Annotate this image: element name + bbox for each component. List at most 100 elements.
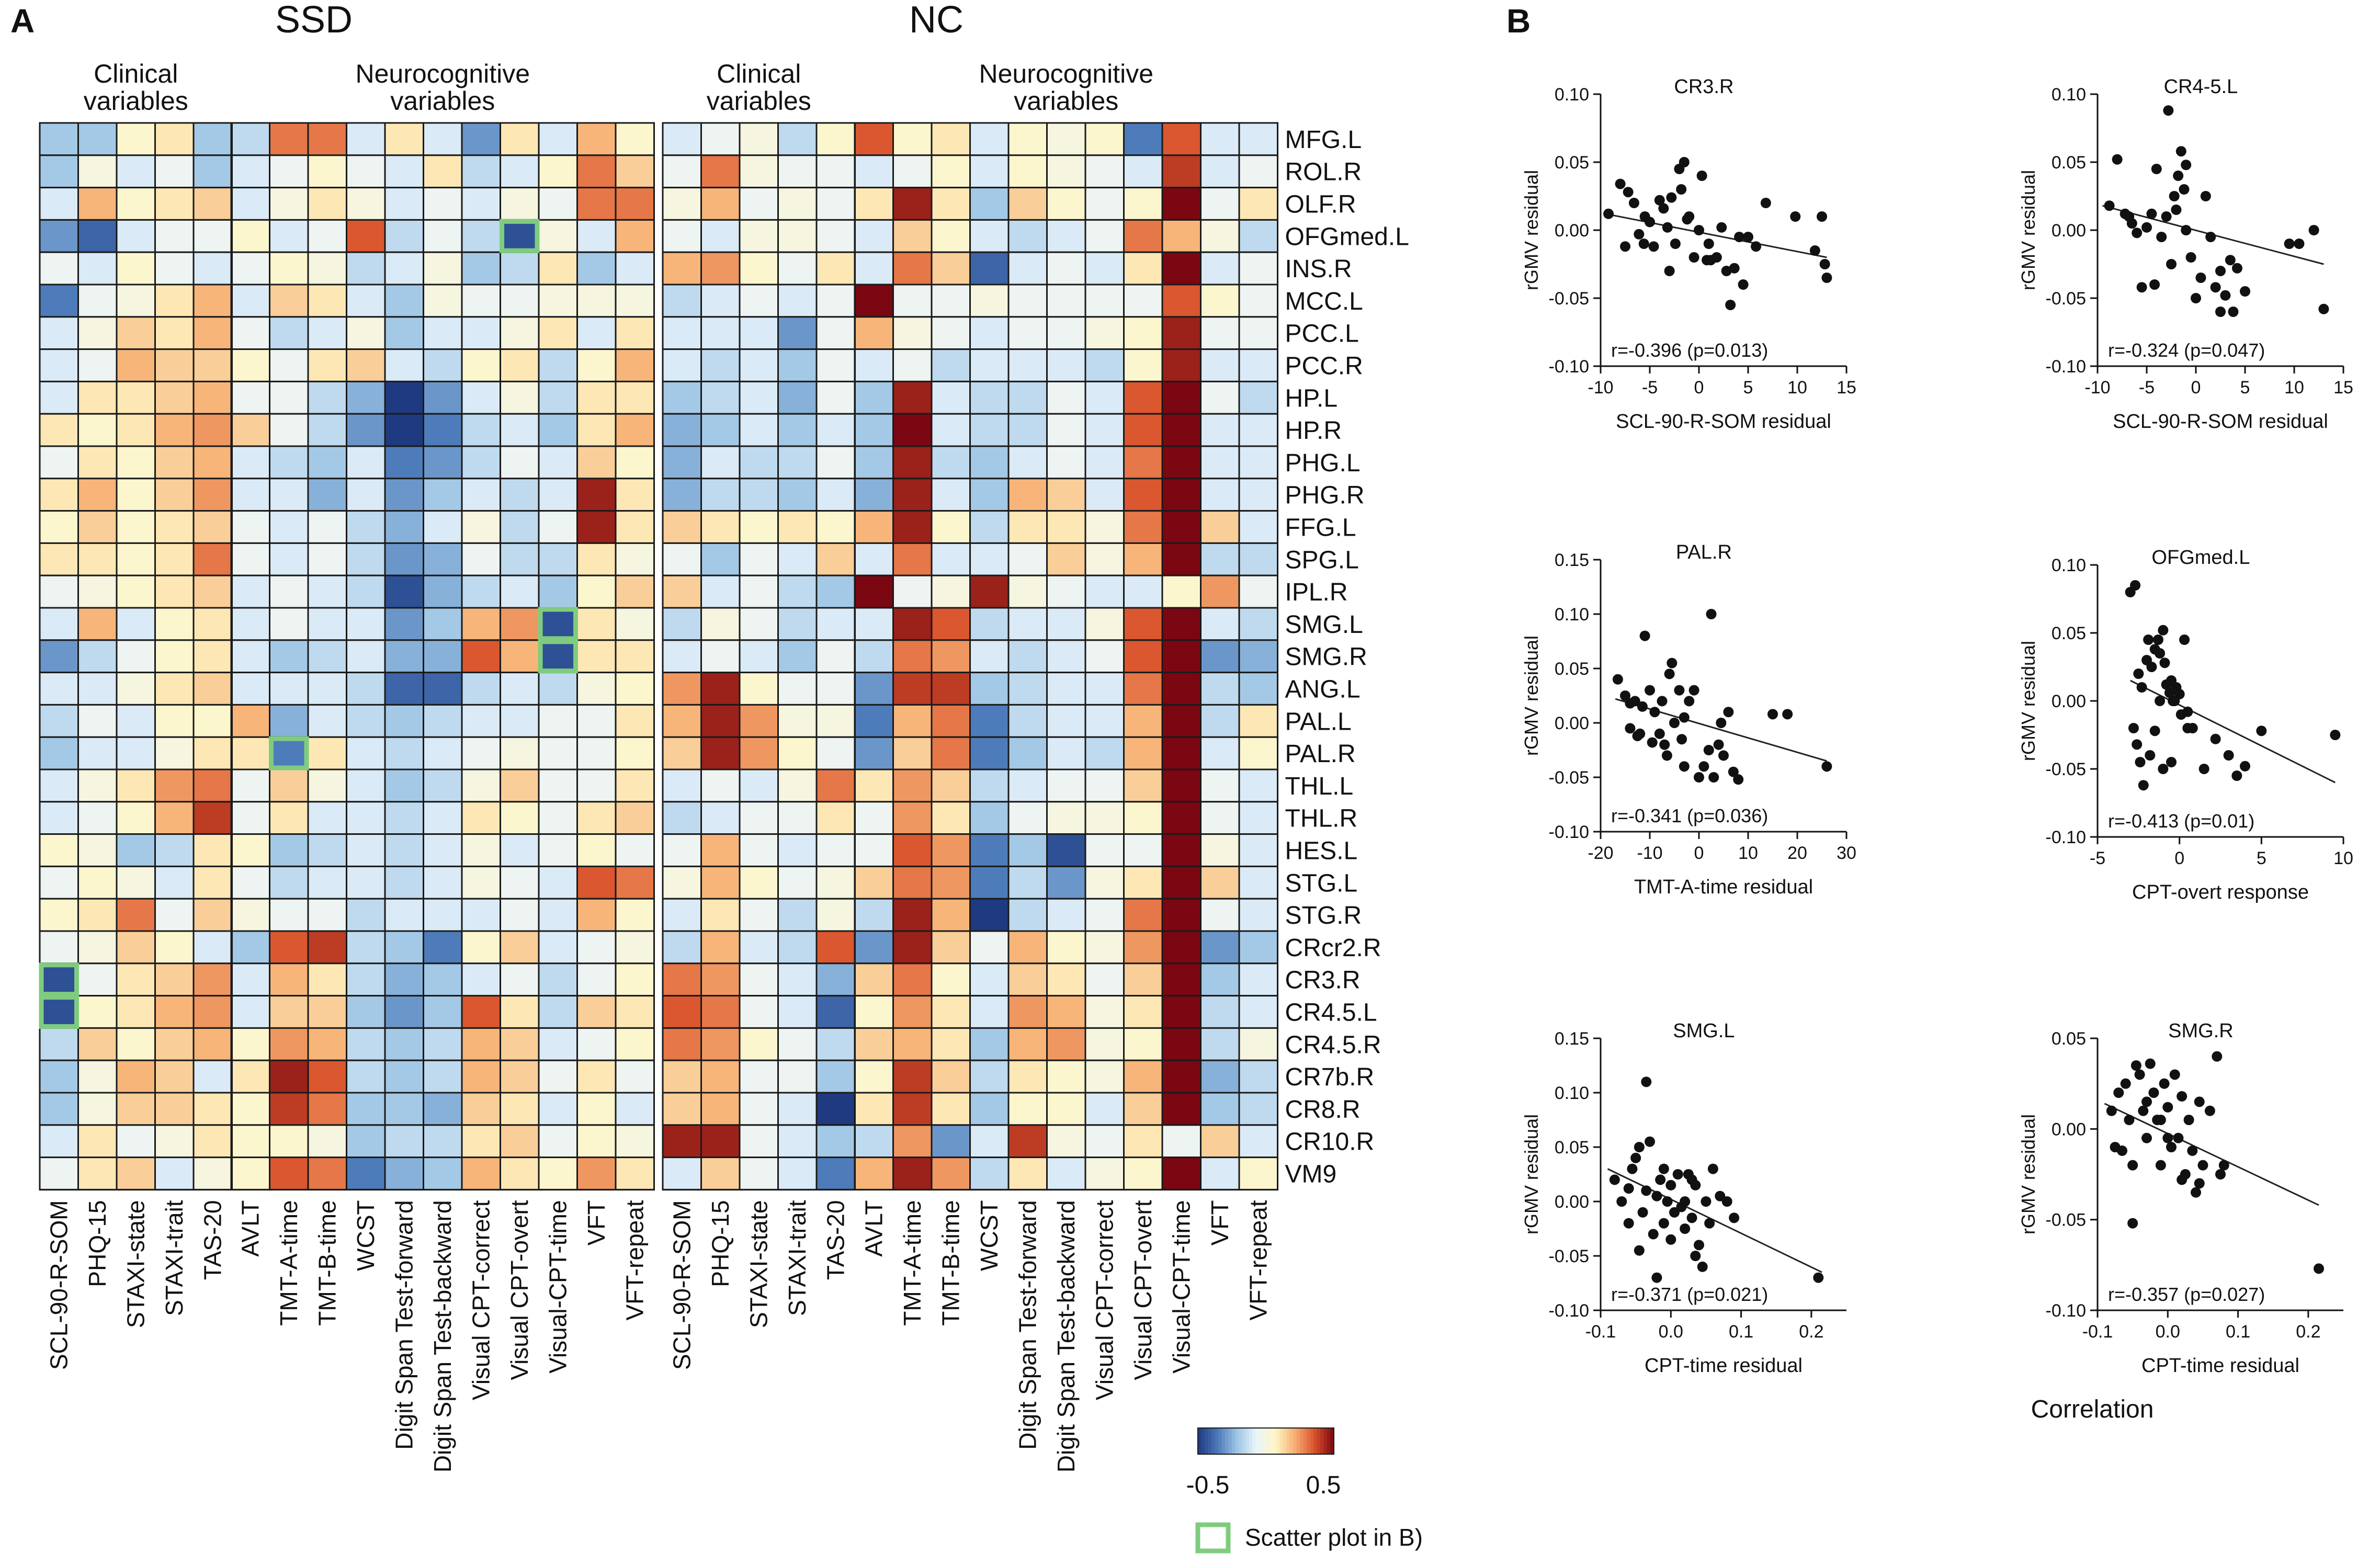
heatmap-cell (615, 962, 655, 997)
heatmap-cell (777, 962, 818, 997)
heatmap-cell (538, 865, 578, 900)
x-tick-label: 0.0 (1659, 1322, 1683, 1342)
heatmap-cell (576, 865, 617, 900)
row-label: SPG.L (1285, 546, 1359, 574)
heatmap-cell (969, 736, 1010, 770)
scatter-point (2127, 1218, 2138, 1229)
heatmap-cell (461, 348, 501, 382)
heatmap-cell (423, 478, 463, 512)
heatmap-cell (1161, 445, 1202, 480)
legend-gradient-step (1262, 1428, 1266, 1454)
heatmap-cell (1046, 833, 1086, 867)
scatter-point (1809, 245, 1820, 256)
heatmap-cell (39, 1027, 79, 1061)
heatmap-nc: Clinical variables Neurocognitive variables… (662, 59, 1278, 1472)
scatter-title: PAL.R (1676, 541, 1732, 563)
heatmap-cell (39, 316, 79, 350)
heatmap-cell (1200, 542, 1240, 576)
heatmap-cell (777, 478, 818, 512)
heatmap-cell (230, 1027, 270, 1061)
heatmap-cell (1084, 510, 1125, 544)
heatmap-cell (230, 639, 270, 674)
heatmap-cell (346, 187, 386, 221)
heatmap-cell (615, 833, 655, 867)
heatmap-cell (39, 1092, 79, 1126)
heatmap-cell (1007, 607, 1048, 641)
heatmap-cell (1238, 187, 1278, 221)
heatmap-cell (346, 736, 386, 770)
heatmap-cell (892, 768, 933, 803)
heatmap-cell (1084, 865, 1125, 900)
column-label: SCL-90-R-SOM (46, 1200, 73, 1370)
scatter-point (1658, 1163, 1669, 1174)
heatmap-cell (384, 639, 424, 674)
heatmap-cell (230, 930, 270, 965)
heatmap-cell (192, 768, 233, 803)
heatmap-cell (815, 187, 856, 221)
heatmap-cell (154, 865, 195, 900)
scatter-point (2124, 1115, 2135, 1125)
scatter-point (1662, 222, 1673, 233)
heatmap-cell (1238, 445, 1278, 480)
heatmap-cell (854, 801, 894, 835)
heatmap-cell (854, 284, 894, 318)
heatmap-cell (969, 1027, 1010, 1061)
heatmap-cell (461, 1092, 501, 1126)
heatmap-cell (700, 639, 741, 674)
heatmap-cell (346, 1124, 386, 1159)
heatmap-cell (1123, 736, 1163, 770)
heatmap-cell (39, 122, 79, 156)
heatmap-cell (969, 833, 1010, 867)
heatmap-cell (815, 865, 856, 900)
heatmap-cell (538, 478, 578, 512)
heatmap-cell (815, 251, 856, 286)
column-label: VFT-repeat (621, 1200, 649, 1320)
heatmap-cell (931, 380, 971, 415)
scatter-point (2132, 739, 2143, 750)
heatmap-cell (154, 1157, 195, 1191)
scatter-point (1664, 668, 1675, 679)
heatmap-cell (423, 574, 463, 609)
heatmap-cell (854, 219, 894, 253)
heatmap-cell (777, 1124, 818, 1159)
heatmap-cell (700, 542, 741, 576)
scatter-point (1676, 184, 1687, 195)
heatmap-cell (969, 930, 1010, 965)
x-tick-label: 5 (2240, 378, 2250, 398)
heatmap-cell (1084, 251, 1125, 286)
heatmap-cell (538, 316, 578, 350)
scatter-plot-4: 0.10 0.05 0.00 -0.05 -0.10-5 0 5 10 OFGmed.L CPT-… (2018, 547, 2353, 903)
y-tick-label: 0.10 (1555, 605, 1589, 625)
heatmap-cell (1161, 1027, 1202, 1061)
heatmap-cell (77, 478, 118, 512)
heatmap-cell (77, 898, 118, 932)
heatmap-cell (423, 316, 463, 350)
heatmap-cell (461, 1059, 501, 1094)
heatmap-cell (1123, 380, 1163, 415)
y-tick-label: 0.00 (2052, 221, 2086, 241)
row-label: CR4.5.L (1285, 999, 1377, 1027)
legend-gradient-step (1317, 1428, 1321, 1454)
heatmap-cell (307, 187, 347, 221)
heatmap-cell (500, 607, 540, 641)
heatmap-cell (461, 251, 501, 286)
heatmap-cell (615, 187, 655, 221)
heatmap-cell (1161, 348, 1202, 382)
x-axis-label: SCL-90-R-SOM residual (2113, 411, 2328, 433)
heatmap-cell (1238, 1059, 1278, 1094)
heatmap-cell (1084, 1059, 1125, 1094)
heatmap-cell (892, 672, 933, 706)
scatter-point (1703, 239, 1714, 249)
heatmap-cell (77, 154, 118, 189)
heatmap-cell (615, 672, 655, 706)
nc-title: NC (909, 0, 964, 41)
heatmap-cell (892, 413, 933, 447)
scatter-point (2134, 1069, 2145, 1080)
heatmap-cell (931, 1027, 971, 1061)
y-tick-label: 0.15 (1555, 1029, 1589, 1049)
heatmap-cell (269, 962, 309, 997)
heatmap-cell (346, 704, 386, 738)
legend-gradient-step (1232, 1428, 1236, 1454)
legend-gradient-step (1211, 1428, 1216, 1454)
heatmap-cell (116, 510, 156, 544)
